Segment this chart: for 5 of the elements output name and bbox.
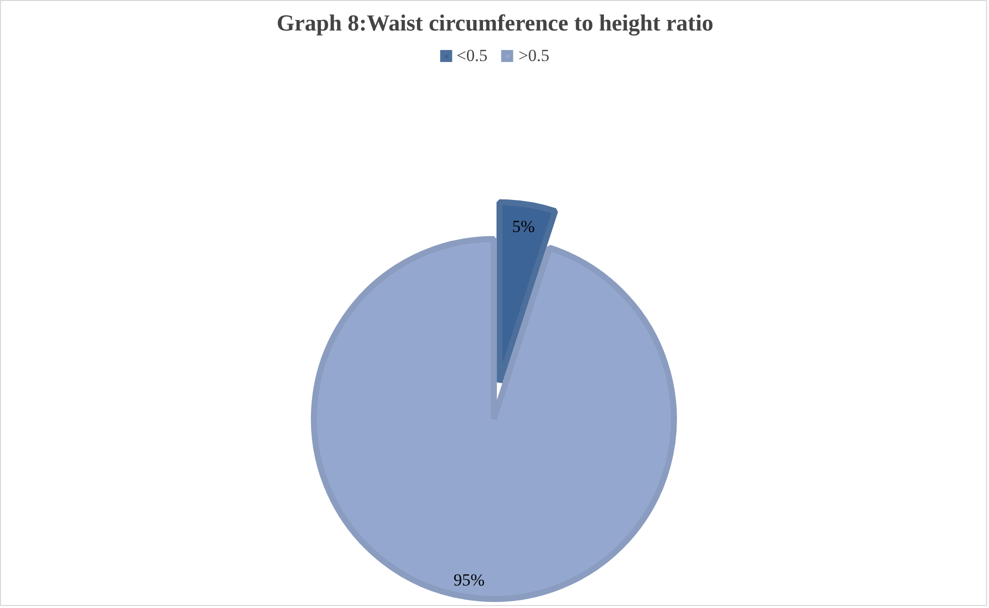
data-label: 5% — [512, 216, 535, 236]
legend-label: >0.5 — [518, 46, 550, 66]
chart-title: Graph 8:Waist circumference to height ratio — [276, 10, 714, 36]
legend-label: <0.5 — [456, 46, 488, 66]
data-label: 95% — [454, 570, 485, 590]
